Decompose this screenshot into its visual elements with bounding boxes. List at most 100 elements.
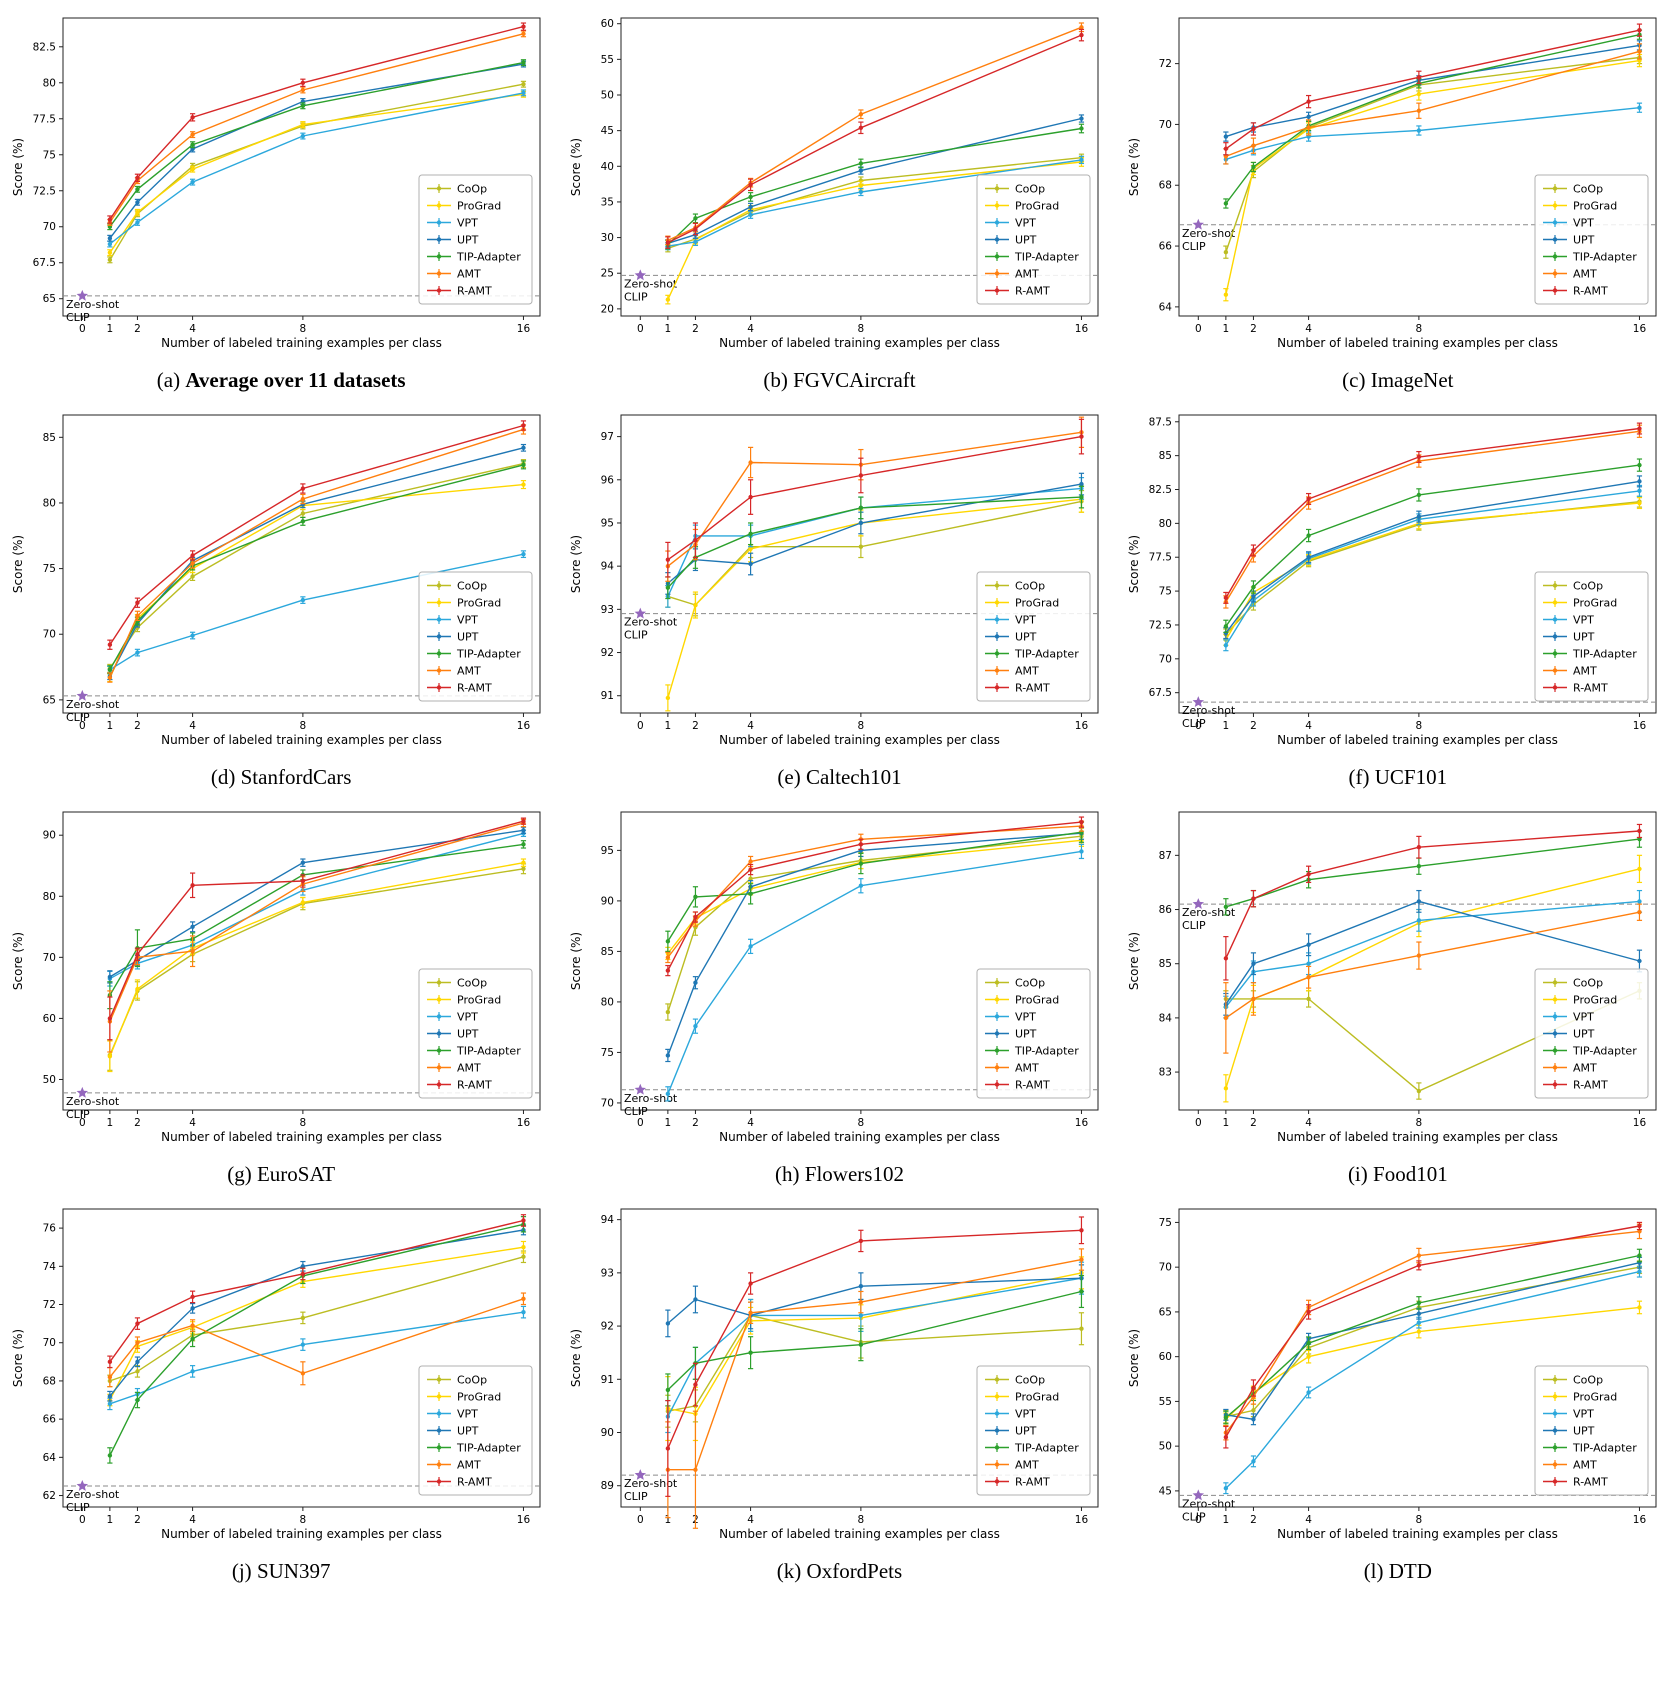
data-point [520,31,526,37]
data-point [1079,494,1084,500]
x-tick-label: 8 [1416,720,1423,732]
legend-label: VPT [1573,1010,1594,1023]
legend-item-prograd: ProGrad [426,993,501,1006]
data-point [134,1359,140,1365]
chart-svg-i: 83 84 85 86 87 0 1 2 4 8 16 Number of labeled train… [1127,811,1657,1144]
data-point [134,1369,140,1374]
legend-sample-marker [994,980,1000,985]
data-point [1637,1223,1642,1229]
y-tick-label: 70 [42,952,55,964]
y-tick-label: 60 [601,18,614,30]
y-tick-label: 95 [601,517,614,529]
zero-shot-star-icon [76,1086,88,1098]
chart-svg-g: 50 60 70 80 90 0 1 2 4 8 16 Number of labeled train… [11,811,541,1144]
data-point [1416,1300,1422,1306]
chart-caption-f: (f) UCF101 [1349,765,1448,790]
legend-item-tip-adapter: TIP-Adapter [426,647,521,660]
legend-sample-marker [994,997,1000,1002]
legend-sample-marker [1553,1065,1558,1070]
legend-label: ProGrad [457,199,501,212]
data-point [1306,533,1312,538]
data-point [748,1281,753,1286]
caption-dataset-name: Food101 [1373,1162,1448,1186]
x-tick-label: 1 [665,720,672,732]
plot-frame [620,414,1099,714]
legend-item-coop: CoOp [426,182,487,195]
legend-item-prograd: ProGrad [1543,1390,1618,1403]
x-tick-label: 2 [1250,1514,1257,1526]
y-axis-label: Score (%) [1127,932,1141,990]
data-point [1416,492,1422,498]
data-point [1223,201,1229,206]
data-point [1416,514,1422,519]
y-tick-label: 90 [42,830,55,842]
legend-item-coop: CoOp [984,182,1045,195]
data-point [858,1313,864,1318]
data-point [107,1359,112,1365]
x-axis-label: Number of labeled training examples per … [161,336,442,350]
x-tick-label: 8 [858,720,865,732]
data-point [748,1310,753,1315]
data-point [1416,1263,1422,1268]
legend: CoOp ProGrad VPT UPT TIP-Adapter AMT R-AMT [976,1365,1091,1496]
data-point [1251,961,1256,966]
legend-item-upt: UPT [984,233,1037,246]
y-tick-label: 55 [1159,1396,1172,1408]
legend-sample-marker [1553,997,1558,1002]
y-axis-label: Score (%) [1127,1329,1141,1387]
y-axis-label: Score (%) [1127,535,1141,593]
plot-frame [62,17,541,317]
legend-sample-marker [1553,203,1558,208]
data-point [190,924,195,930]
data-point [858,505,864,511]
x-tick-label: 1 [1223,323,1230,335]
zero-shot-star-icon [76,689,88,701]
legend-sample-marker [994,186,1000,191]
data-point [665,585,671,590]
caption-dataset-name: SUN397 [256,1559,331,1583]
x-tick-label: 0 [637,1117,644,1129]
data-point [748,876,753,881]
legend-item-upt: UPT [1543,233,1595,246]
zero-shot-star-icon [1192,218,1205,230]
data-point [300,860,305,865]
series-line-AMT [667,825,1082,958]
zero-shot-label-line2: CLIP [1182,919,1206,932]
data-point [1637,49,1642,54]
zero-shot-label-line1: Zero-shot [624,1477,678,1490]
y-tick-label: 45 [601,125,614,137]
zero-shot-label-line2: CLIP [66,711,90,724]
y-axis-label: Score (%) [11,932,25,990]
legend-label: TIP-Adapter [1014,1441,1079,1454]
x-tick-label: 2 [1250,323,1257,335]
data-point [1223,956,1229,961]
legend-label: CoOp [1015,182,1045,195]
data-point [1079,1289,1084,1294]
y-tick-label: 60 [42,1013,55,1025]
data-point [1306,975,1312,980]
x-axis-label: Number of labeled training examples per … [1277,733,1558,747]
legend-item-prograd: ProGrad [1543,596,1618,609]
chart-panel-e: 91 92 93 94 95 96 97 0 1 2 4 8 16 Number of labeled t… [560,403,1118,796]
zero-shot-star-icon [76,289,88,301]
legend-sample-marker [1553,1411,1558,1416]
data-point [1223,1486,1229,1491]
y-tick-label: 70 [1159,653,1172,665]
data-point [1079,25,1084,30]
data-point [748,546,753,552]
legend-sample-marker [994,1031,1000,1036]
data-point [190,132,195,137]
legend-sample-marker [436,1462,441,1467]
legend-sample-marker [1553,1479,1558,1484]
data-point [520,1309,526,1315]
data-point [107,974,112,980]
legend-item-upt: UPT [1543,1027,1595,1040]
y-tick-label: 67.5 [32,257,55,269]
legend-label: ProGrad [1015,1390,1059,1403]
legend-label: UPT [1015,1424,1037,1437]
legend-sample-marker [1553,1394,1558,1399]
y-tick-label: 94 [601,1214,615,1226]
caption-dataset-name: EuroSAT [256,1162,336,1186]
data-point [520,1296,526,1301]
chart-panel-c: 64 66 68 70 72 0 1 2 4 8 16 Number of labeled train… [1119,6,1677,399]
